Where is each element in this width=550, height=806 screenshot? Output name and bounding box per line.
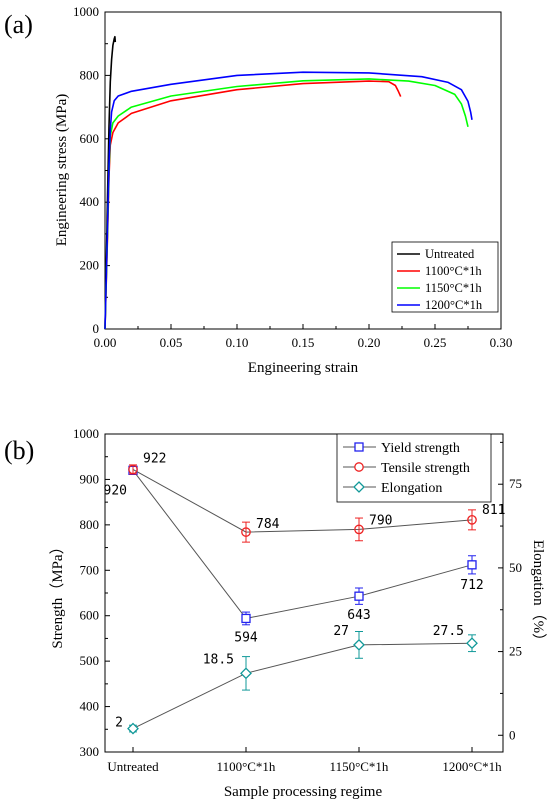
data-point-diamond bbox=[127, 722, 139, 735]
panel-b-label: (b) bbox=[4, 436, 34, 465]
x-tick-label: 0.05 bbox=[160, 335, 183, 350]
y-tick-label: 800 bbox=[80, 517, 100, 532]
y-tick-label: 1000 bbox=[73, 4, 99, 19]
y-tick-label: 400 bbox=[80, 699, 100, 714]
legend-entry: 1100°C*1h bbox=[425, 264, 482, 278]
data-label: 811 bbox=[482, 503, 505, 518]
x-tick-label: 1100°C*1h bbox=[217, 759, 276, 774]
legend-entry: 1200°C*1h bbox=[425, 298, 483, 312]
x-tick-label: 0.30 bbox=[490, 335, 513, 350]
panel-a-label: (a) bbox=[4, 10, 33, 39]
y-tick-label: 700 bbox=[80, 562, 100, 577]
legend-entry: Yield strength bbox=[381, 441, 460, 456]
legend-entry: 1150°C*1h bbox=[425, 281, 482, 295]
y-tick-label: 600 bbox=[80, 131, 100, 146]
panel-a-series bbox=[104, 35, 473, 330]
data-point-circle bbox=[241, 527, 251, 537]
data-label: 2 bbox=[115, 716, 123, 731]
x-tick-label: 0.20 bbox=[358, 335, 381, 350]
series-line bbox=[104, 71, 473, 330]
data-label: 18.5 bbox=[203, 652, 234, 667]
y-tick-label: 600 bbox=[80, 608, 100, 623]
legend-marker-diamond bbox=[353, 481, 365, 493]
y-tick-label: 400 bbox=[80, 194, 100, 209]
y-tick-label: 800 bbox=[80, 67, 100, 82]
legend-entry: Untreated bbox=[425, 247, 475, 261]
y2-tick-label: 0 bbox=[509, 727, 516, 742]
x-tick-label: 0.25 bbox=[424, 335, 447, 350]
legend-marker-square bbox=[354, 442, 364, 452]
data-label: 920 bbox=[104, 483, 127, 498]
x-tick-label: 0.10 bbox=[226, 335, 249, 350]
data-point-square bbox=[354, 591, 364, 601]
series-line bbox=[132, 469, 473, 619]
y2-tick-label: 25 bbox=[509, 644, 522, 659]
series-line bbox=[132, 642, 473, 730]
series-line bbox=[104, 80, 402, 330]
y-tick-label: 200 bbox=[80, 258, 100, 273]
panel-b-x-axis-label: Sample processing regime bbox=[224, 784, 383, 800]
y-tick-label: 300 bbox=[80, 744, 100, 759]
panel-b-y2-axis-label: Elongation（%） bbox=[530, 540, 547, 648]
x-tick-label: 1200°C*1h bbox=[442, 759, 502, 774]
series-line bbox=[132, 468, 473, 533]
x-tick-label: Untreated bbox=[107, 759, 159, 774]
data-point-circle bbox=[354, 524, 364, 535]
data-label: 790 bbox=[369, 513, 392, 528]
data-label: 643 bbox=[347, 608, 370, 623]
panel-a-stress-strain-chart: (a) 0.00 0.05 0.10 0.15 0.20 0.25 0.30 0 200 400 6… bbox=[4, 4, 512, 376]
data-point-square bbox=[241, 613, 251, 624]
data-point-square bbox=[467, 560, 477, 570]
panel-b-legend: Yield strength Tensile strength Elongation bbox=[336, 433, 492, 503]
x-tick-label: 0.15 bbox=[292, 335, 315, 350]
y-tick-label: 0 bbox=[93, 321, 100, 336]
panel-a-y-axis-label: Engineering stress (MPa) bbox=[54, 94, 70, 246]
y-tick-label: 900 bbox=[80, 471, 100, 486]
y2-tick-label: 50 bbox=[509, 560, 522, 575]
legend-entry: Elongation bbox=[381, 481, 442, 496]
panel-b-series: 920 594 643 712 922 784 790 811 2 18.5 27 27.5 bbox=[104, 451, 505, 735]
x-tick-label: 1150°C*1h bbox=[330, 759, 389, 774]
data-label: 712 bbox=[460, 578, 483, 593]
data-point-circle bbox=[128, 464, 138, 475]
data-label: 784 bbox=[256, 517, 280, 532]
panel-b-y-axis-label: Strength（MPa） bbox=[49, 539, 66, 648]
panel-a-ticks: 0.00 0.05 0.10 0.15 0.20 0.25 0.30 0 200 400 600 80… bbox=[73, 4, 512, 350]
panel-a-x-axis-label: Engineering strain bbox=[248, 360, 359, 376]
data-point-diamond bbox=[466, 637, 478, 650]
y-tick-label: 500 bbox=[80, 653, 100, 668]
data-point-diamond bbox=[240, 667, 252, 680]
data-point-diamond bbox=[353, 638, 365, 651]
legend-entry: Tensile strength bbox=[381, 461, 470, 476]
x-tick-label: 0.00 bbox=[94, 335, 117, 350]
data-label: 27 bbox=[333, 624, 349, 639]
legend-marker-circle bbox=[354, 462, 364, 472]
y-tick-label: 1000 bbox=[73, 426, 99, 441]
data-label: 27.5 bbox=[433, 624, 464, 639]
data-label: 594 bbox=[234, 630, 258, 645]
data-point-circle bbox=[467, 515, 477, 525]
panel-b-ticks: Untreated 1100°C*1h 1150°C*1h 1200°C*1h 300 4… bbox=[73, 426, 522, 774]
panel-b-strength-elongation-chart: (b) Untreated 1100°C*1h 1150°C*1h 1200°C*1h… bbox=[4, 426, 547, 800]
y2-tick-label: 75 bbox=[509, 476, 522, 491]
panel-a-legend: Untreated 1100°C*1h 1150°C*1h 1200°C*1h bbox=[391, 241, 499, 313]
data-label: 922 bbox=[143, 451, 166, 466]
